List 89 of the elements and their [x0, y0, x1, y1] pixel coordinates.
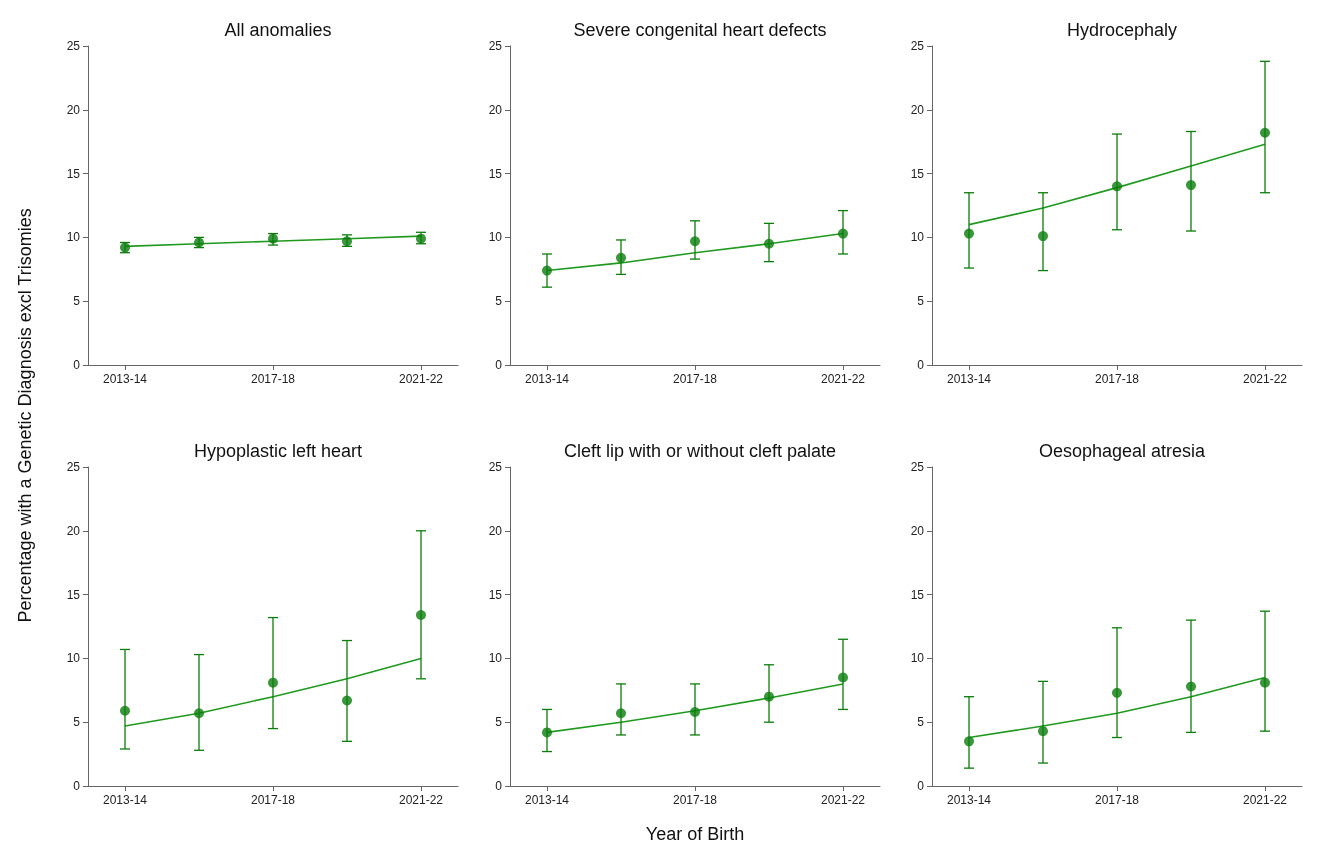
- x-tick-label: 2017-18: [1094, 793, 1140, 807]
- y-tick-label: 20: [910, 102, 925, 117]
- x-tick-label: 2013-14: [102, 372, 148, 386]
- point: [764, 238, 774, 249]
- chart-title: Oesophageal atresia: [1038, 441, 1207, 461]
- x-tick-label: 2013-14: [946, 793, 992, 807]
- y-tick-label: 10: [910, 230, 925, 245]
- x-tick-label: 2021-22: [820, 793, 866, 807]
- point: [964, 228, 974, 239]
- y-axis-title: Percentage with a Genetic Diagnosis excl Trisomies: [15, 208, 35, 623]
- x-tick-label: 2017-18: [1094, 372, 1140, 386]
- x-tick-label: 2017-18: [250, 372, 296, 386]
- x-tick-label: 2013-14: [946, 372, 992, 386]
- y-tick-label: 10: [66, 230, 81, 245]
- point: [690, 236, 700, 247]
- point: [616, 708, 626, 719]
- x-tick-label: 2013-14: [524, 372, 570, 386]
- chart-title: All anomalies: [224, 20, 332, 40]
- y-tick-label: 25: [910, 460, 925, 474]
- y-tick-label: 5: [73, 294, 81, 309]
- x-tick-label: 2017-18: [672, 793, 718, 807]
- y-tick-label: 15: [66, 587, 81, 602]
- point: [194, 708, 204, 719]
- y-tick-label: 15: [488, 587, 503, 602]
- y-tick-label: 15: [910, 166, 925, 181]
- line-series: [968, 143, 1266, 226]
- x-tick-label: 2013-14: [524, 793, 570, 807]
- point: [1112, 181, 1122, 192]
- y-tick-label: 0: [495, 358, 503, 372]
- y-tick-label: 5: [917, 715, 925, 730]
- y-tick-label: 25: [488, 39, 503, 53]
- y-tick-label: 0: [917, 779, 925, 793]
- y-tick-label: 10: [488, 651, 503, 666]
- x-tick-label: 2021-22: [820, 372, 866, 386]
- y-tick-label: 15: [488, 166, 503, 181]
- chart-title: Cleft lip with or without cleft palate: [563, 441, 837, 461]
- point: [542, 265, 552, 276]
- line-series: [124, 657, 422, 727]
- y-tick-label: 25: [66, 39, 81, 53]
- y-tick-label: 20: [66, 102, 81, 117]
- y-tick-label: 5: [917, 294, 925, 309]
- y-tick-label: 0: [73, 779, 81, 793]
- y-tick-label: 25: [910, 39, 925, 53]
- x-tick-label: 2013-14: [102, 793, 148, 807]
- point: [1186, 681, 1196, 692]
- point: [542, 727, 552, 738]
- y-tick-label: 0: [917, 358, 925, 372]
- x-tick-label: 2017-18: [250, 793, 296, 807]
- point: [416, 610, 426, 621]
- y-tick-label: 20: [488, 523, 503, 538]
- x-tick-label: 2021-22: [398, 793, 444, 807]
- y-tick-label: 0: [73, 358, 81, 372]
- y-tick-label: 25: [66, 460, 81, 474]
- y-tick-label: 5: [73, 715, 81, 730]
- y-tick-label: 10: [488, 230, 503, 245]
- y-tick-label: 15: [910, 587, 925, 602]
- y-tick-label: 5: [495, 294, 503, 309]
- y-tick-label: 0: [495, 779, 503, 793]
- point: [616, 252, 626, 263]
- point: [342, 695, 352, 706]
- chart-title: Hypoplastic left heart: [193, 441, 363, 461]
- x-tick-label: 2021-22: [1242, 372, 1288, 386]
- point: [764, 691, 774, 702]
- x-tick-label: 2021-22: [1242, 793, 1288, 807]
- y-tick-label: 25: [488, 460, 503, 474]
- point: [838, 672, 848, 683]
- point: [964, 736, 974, 747]
- x-tick-label: 2017-18: [672, 372, 718, 386]
- x-tick-label: 2021-22: [398, 372, 444, 386]
- y-tick-label: 10: [910, 651, 925, 666]
- point: [268, 677, 278, 688]
- y-tick-label: 15: [66, 166, 81, 181]
- point: [690, 706, 700, 717]
- y-tick-label: 10: [66, 651, 81, 666]
- point: [1260, 127, 1270, 138]
- point: [1112, 687, 1122, 698]
- y-tick-label: 20: [910, 523, 925, 538]
- x-axis-title: Year of Birth: [645, 824, 745, 844]
- chart-title: Severe congenital heart defects: [573, 20, 827, 40]
- y-tick-label: 20: [488, 102, 503, 117]
- point: [1186, 180, 1196, 191]
- point: [838, 228, 848, 239]
- y-tick-label: 5: [495, 715, 503, 730]
- point: [1038, 726, 1048, 737]
- point: [1038, 231, 1048, 242]
- y-tick-label: 20: [66, 523, 81, 538]
- point: [1260, 677, 1270, 688]
- chart-title: Hydrocephaly: [1066, 20, 1178, 40]
- point: [120, 705, 130, 716]
